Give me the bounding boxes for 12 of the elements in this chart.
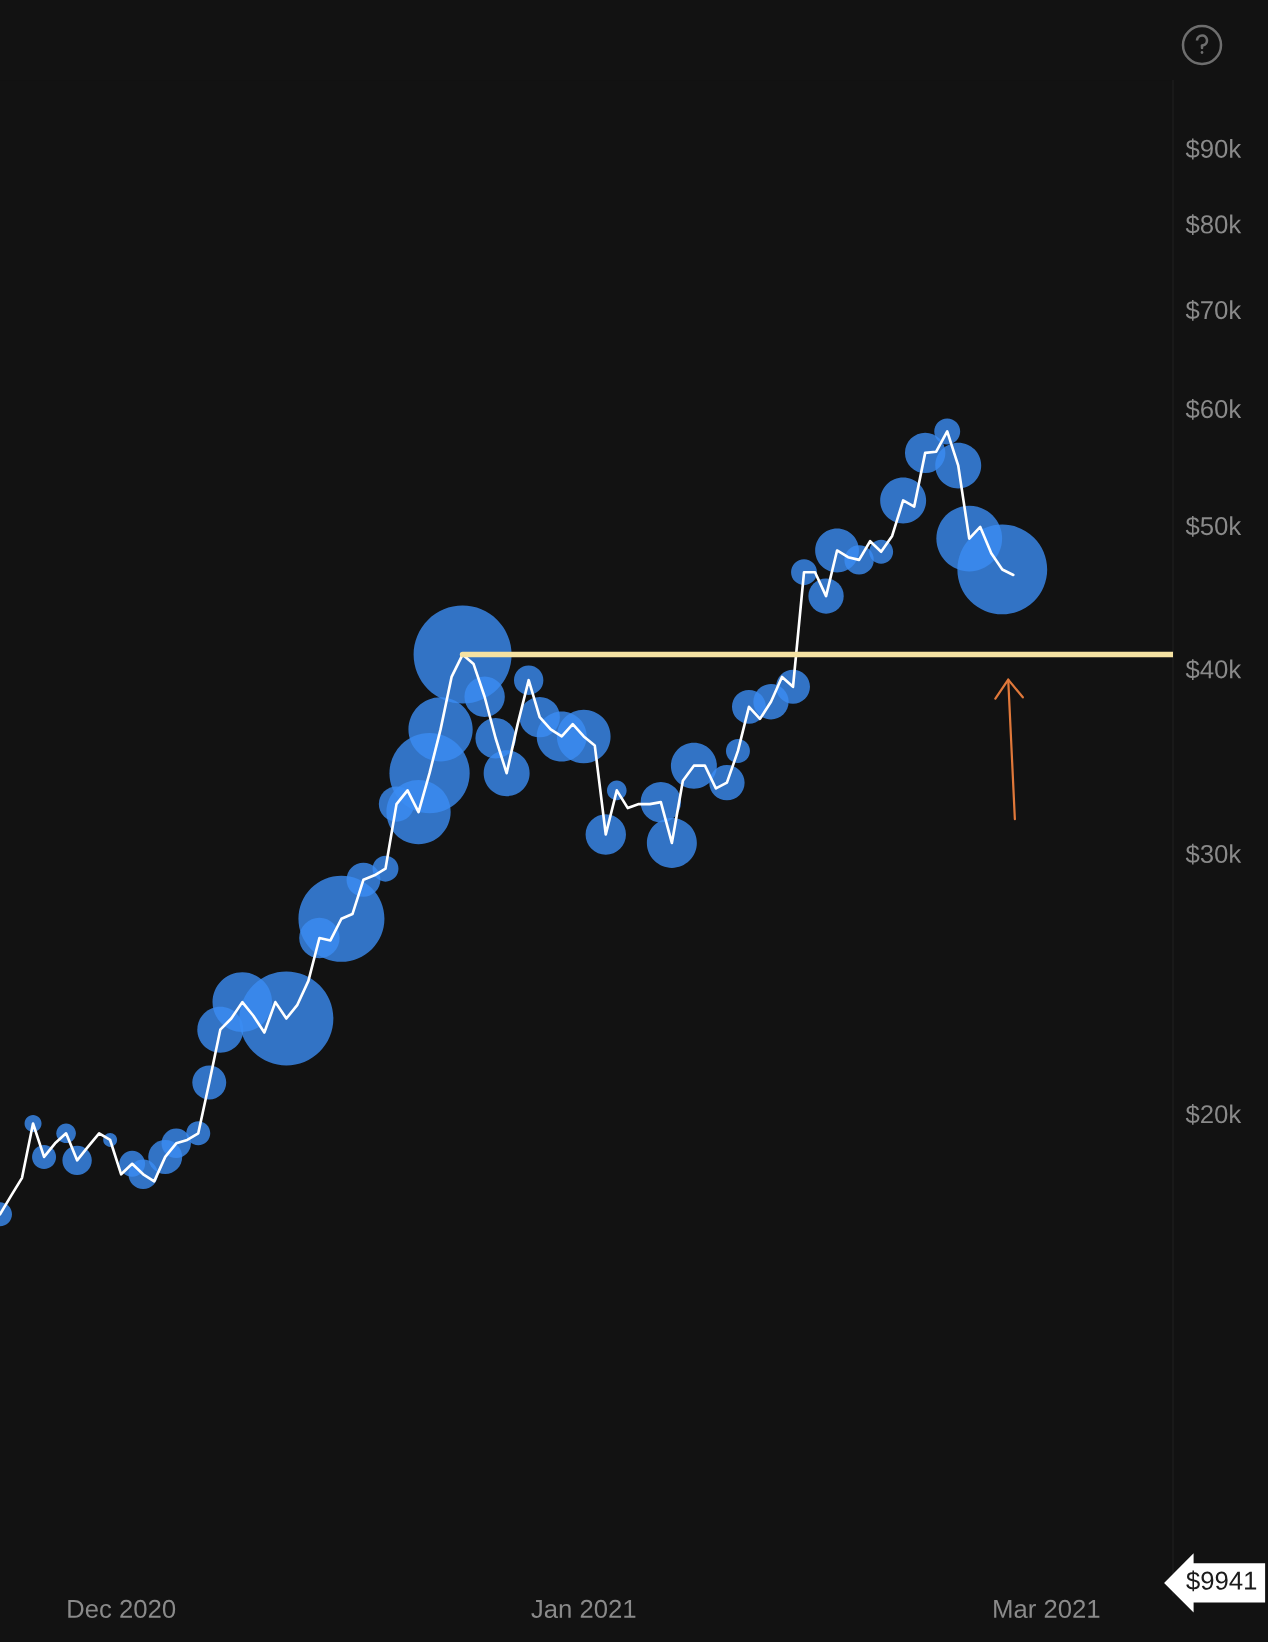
y-tick-label: $90k	[1185, 138, 1242, 160]
x-tick-label: Dec 2020	[68, 1599, 176, 1619]
y-tick-label: $60k	[1185, 398, 1242, 420]
y-tick-label: $30k	[1185, 843, 1242, 865]
text: $9941	[1186, 1570, 1257, 1592]
x-tick-label: Mar 2021	[994, 1599, 1100, 1619]
y-tick-label: $80k	[1185, 214, 1242, 236]
y-tick-label: $40k	[1185, 659, 1242, 680]
x-tick-label: Jan 2021	[531, 1599, 636, 1619]
y-tick-label: $20k	[1185, 1104, 1242, 1125]
y-tick-label: $50k	[1185, 515, 1242, 537]
y-tick-label: $70k	[1185, 299, 1242, 321]
